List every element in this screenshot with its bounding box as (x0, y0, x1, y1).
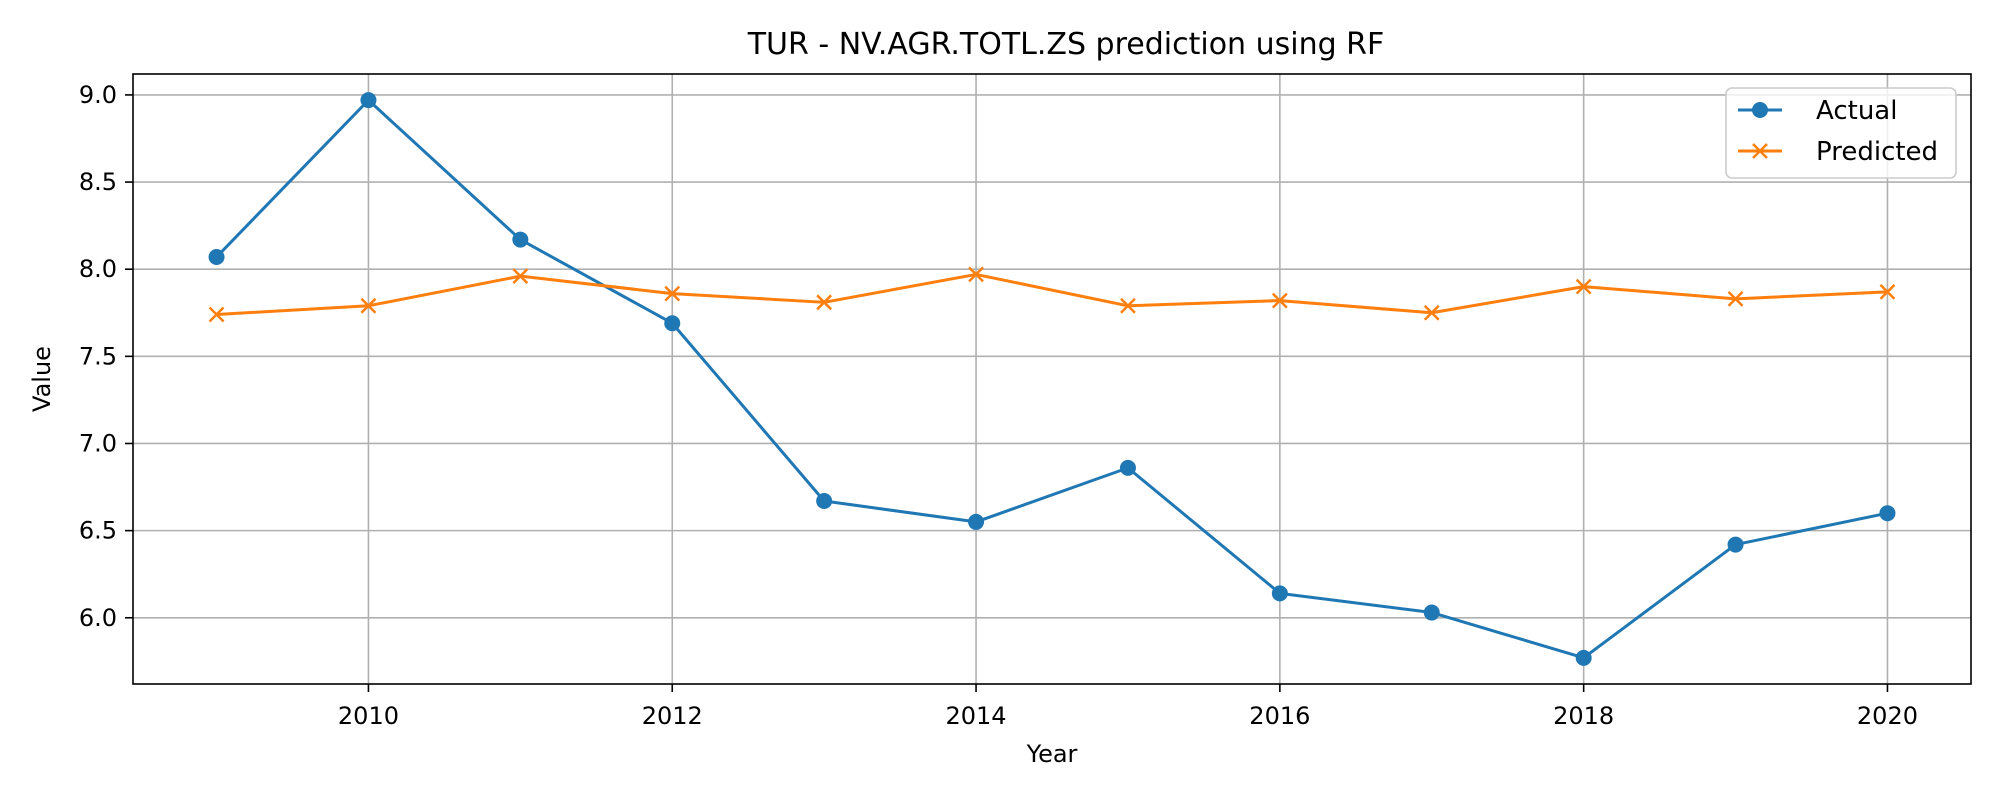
data-point-actual (1727, 536, 1744, 553)
y-tick-label: 8.5 (79, 168, 117, 196)
data-point-actual (1879, 505, 1896, 522)
legend-predicted-label: Predicted (1816, 137, 1938, 167)
data-point-actual (1119, 459, 1136, 476)
series-line-predicted (216, 272, 1888, 317)
legend-actual-marker (1752, 102, 1768, 118)
y-tick-label: 6.0 (79, 604, 117, 632)
series-actual (208, 92, 1896, 666)
data-point-actual (1271, 585, 1288, 602)
data-point-predicted (208, 306, 225, 323)
data-point-predicted (1423, 304, 1440, 321)
data-point-actual (208, 249, 225, 265)
data-point-actual (664, 315, 681, 332)
data-point-predicted (816, 294, 833, 311)
x-tick-label: 2010 (338, 702, 399, 730)
data-point-predicted (1271, 292, 1288, 309)
y-tick-label: 7.5 (79, 342, 117, 370)
y-tick-label: 7.0 (79, 429, 117, 457)
x-axis-label: Year (1026, 740, 1078, 768)
data-point-actual (512, 231, 529, 248)
data-point-predicted (664, 285, 681, 302)
data-point-predicted (1575, 278, 1592, 295)
data-point-predicted (1727, 290, 1744, 307)
data-point-predicted (1879, 283, 1896, 300)
data-point-predicted (512, 268, 529, 285)
x-tick-label: 2012 (642, 702, 703, 730)
series-layer (208, 92, 1896, 666)
legend-box (1725, 87, 1957, 179)
y-axis: 6.0 6.5 7.0 7.5 8.0 8.5 9.0 (79, 81, 133, 632)
y-tick-label: 8.0 (79, 255, 117, 283)
y-axis-label: Value (28, 346, 56, 412)
data-point-actual (816, 493, 833, 509)
data-point-actual (1575, 649, 1592, 666)
grid-lines (133, 74, 1971, 684)
chart-title: TUR - NV.AGR.TOTL.ZS prediction using RF (747, 27, 1385, 62)
data-point-predicted (360, 297, 377, 314)
series-line-actual (215, 98, 1888, 660)
x-tick-label: 2016 (1249, 702, 1310, 730)
y-tick-label: 9.0 (79, 81, 117, 109)
x-tick-label: 2020 (1857, 702, 1918, 730)
data-point-actual (968, 513, 985, 530)
legend-predicted-marker (1752, 143, 1768, 159)
data-point-actual (1423, 604, 1440, 621)
y-tick-label: 6.5 (79, 517, 117, 545)
legend-actual-label: Actual (1816, 96, 1897, 126)
legend: Actual Predicted (1725, 87, 1957, 179)
x-tick-label: 2018 (1553, 702, 1614, 730)
data-point-predicted (968, 266, 984, 283)
series-predicted (208, 266, 1896, 323)
data-point-actual (360, 92, 377, 109)
data-point-predicted (1120, 297, 1136, 314)
x-tick-label: 2014 (946, 702, 1007, 730)
plot-frame (132, 73, 1972, 685)
x-axis: 2010 2012 2014 2016 2018 2020 (338, 684, 1918, 730)
